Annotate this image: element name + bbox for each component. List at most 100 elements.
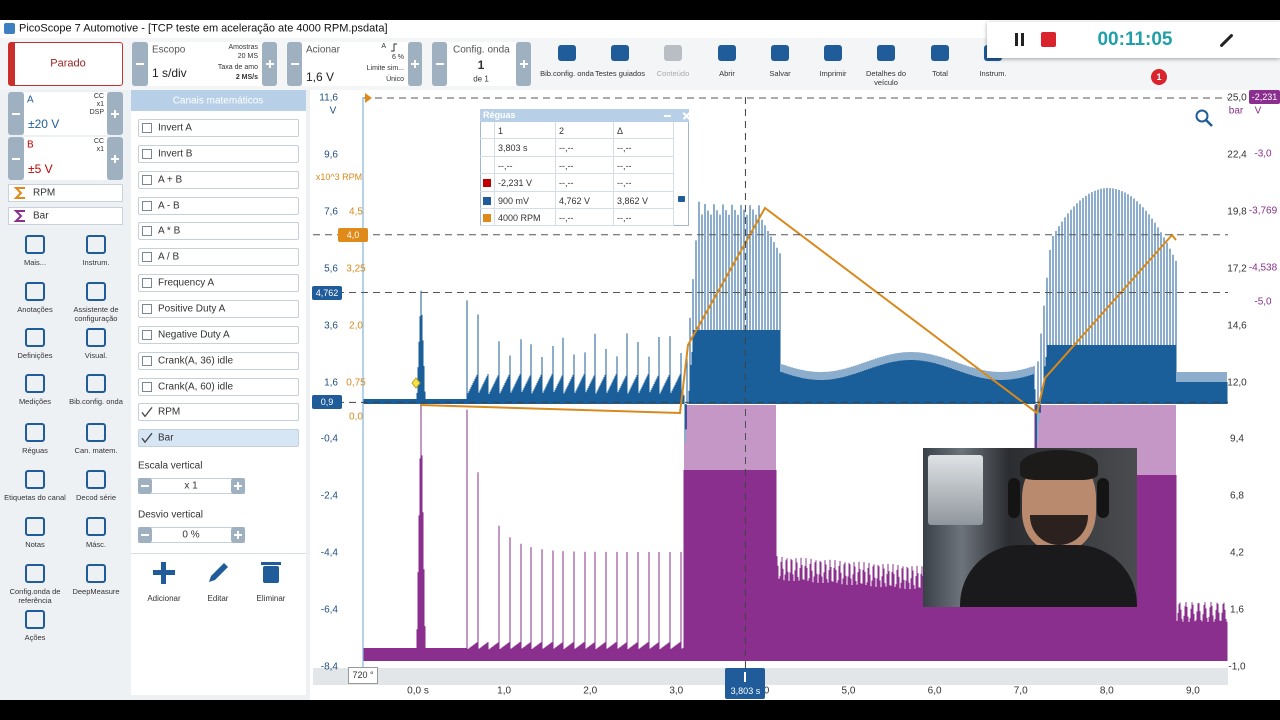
axis-bar-label: -1,0 — [1228, 661, 1246, 673]
axis-a-label: -2,4 — [320, 490, 338, 502]
math-item[interactable] — [138, 196, 299, 215]
pause-button[interactable] — [1015, 33, 1018, 46]
lock-icon[interactable] — [678, 196, 685, 202]
ruler-value: --,-- — [559, 212, 574, 223]
math-item[interactable] — [138, 248, 299, 267]
tool-label: Visual. — [84, 351, 108, 360]
label: Único — [386, 75, 404, 83]
pause-button[interactable] — [1021, 33, 1024, 46]
tool-icon — [25, 282, 45, 301]
phase-box[interactable] — [348, 667, 378, 684]
math-item[interactable] — [138, 144, 299, 163]
math-item[interactable] — [138, 403, 299, 422]
toolbar-button-label: Detalhes do veículo — [865, 69, 907, 87]
offset-tag[interactable] — [312, 395, 342, 410]
toolbar-icon — [664, 45, 682, 61]
label: Amostras — [228, 43, 258, 51]
math-channel[interactable] — [8, 207, 123, 225]
ruler-tag[interactable] — [338, 227, 368, 242]
axis-bar-label: 25,0 — [1227, 92, 1247, 104]
math-item[interactable] — [138, 119, 299, 137]
ruler-swatch-cell — [480, 192, 494, 209]
label: CC — [93, 137, 104, 145]
plus-glyph — [114, 154, 116, 163]
ruler-cell — [494, 209, 555, 227]
app-icon — [4, 23, 15, 34]
tool-icon — [86, 470, 106, 489]
axis-b-label: -3,769 — [1248, 205, 1278, 217]
plus-glyph — [522, 60, 525, 68]
math-channel[interactable] — [8, 184, 123, 202]
channel-box[interactable] — [24, 92, 107, 135]
channel-box[interactable] — [24, 137, 107, 180]
add-icon — [161, 562, 166, 584]
checkbox[interactable] — [142, 381, 152, 392]
ruler-value: 900 mV — [498, 195, 530, 206]
checkbox[interactable] — [142, 226, 152, 237]
axis-bar-label: 12,0 — [1227, 376, 1247, 388]
stop-button[interactable] — [1041, 32, 1056, 47]
toolbar-button-label: Testes guiados — [594, 69, 646, 78]
plus-glyph — [237, 482, 239, 490]
math-item[interactable] — [138, 274, 299, 293]
trace-rpm — [419, 206, 1177, 415]
time-scrollbar — [313, 668, 1228, 685]
label: Crank(A, 60) idle — [158, 380, 234, 392]
tool-icon — [25, 517, 45, 536]
ruler-swatch-cell — [480, 139, 494, 157]
ruler-cell — [613, 209, 673, 227]
math-item[interactable] — [138, 222, 299, 241]
title-bar — [0, 20, 1280, 38]
checkbox[interactable] — [142, 278, 152, 289]
checkbox[interactable] — [142, 252, 152, 263]
math-item[interactable] — [138, 299, 299, 318]
label: A / B — [158, 251, 180, 263]
label: 1 — [477, 58, 485, 73]
ruler-cell — [555, 139, 613, 157]
toolbar-icon — [771, 45, 789, 61]
label: Crank(A, 36) idle — [158, 354, 234, 366]
ruler-cell — [555, 191, 613, 209]
checkbox[interactable] — [142, 148, 152, 159]
rulers-window — [480, 109, 689, 226]
ruler-tag[interactable] — [312, 285, 342, 300]
tool-label: Etiquetas do canal — [4, 493, 66, 502]
math-item[interactable] — [138, 429, 299, 448]
checkbox[interactable] — [142, 200, 152, 211]
ruler-tag[interactable] — [1249, 90, 1280, 104]
minimize-button[interactable] — [664, 115, 671, 117]
label: DSP — [89, 108, 104, 116]
trigger-edge-icon — [391, 43, 397, 52]
label: A - B — [158, 199, 180, 211]
minus-glyph — [12, 112, 20, 115]
axis-marker — [365, 93, 372, 103]
checkbox[interactable] — [142, 303, 152, 314]
checkbox[interactable] — [142, 329, 152, 340]
label: 3,803 s — [730, 685, 761, 696]
waveform-box — [447, 42, 516, 86]
math-item[interactable] — [138, 170, 299, 189]
ruler-value: 3,862 V — [617, 195, 649, 206]
tool-icon — [25, 374, 45, 393]
ruler-value: 4,762 V — [559, 195, 591, 206]
status-button[interactable] — [8, 42, 123, 86]
ruler-cell — [494, 156, 555, 175]
math-item[interactable] — [138, 325, 299, 344]
checkbox[interactable] — [142, 123, 152, 133]
status-label: Parado — [50, 57, 86, 70]
checkbox[interactable] — [142, 355, 152, 366]
edit-icon — [209, 563, 228, 582]
recording-widget — [987, 22, 1280, 58]
ruler-swatch — [483, 179, 491, 188]
axis-a-label: 9,6 — [324, 149, 338, 161]
label: Editar — [207, 594, 229, 603]
delete-icon — [263, 566, 279, 583]
math-item[interactable] — [138, 377, 299, 396]
tool-icon — [25, 328, 45, 347]
checkbox[interactable] — [142, 174, 152, 185]
math-item[interactable] — [138, 351, 299, 370]
label: Canais matemáticos — [172, 95, 264, 107]
rulers-title-bar — [480, 109, 689, 122]
tool-icon — [25, 564, 45, 583]
